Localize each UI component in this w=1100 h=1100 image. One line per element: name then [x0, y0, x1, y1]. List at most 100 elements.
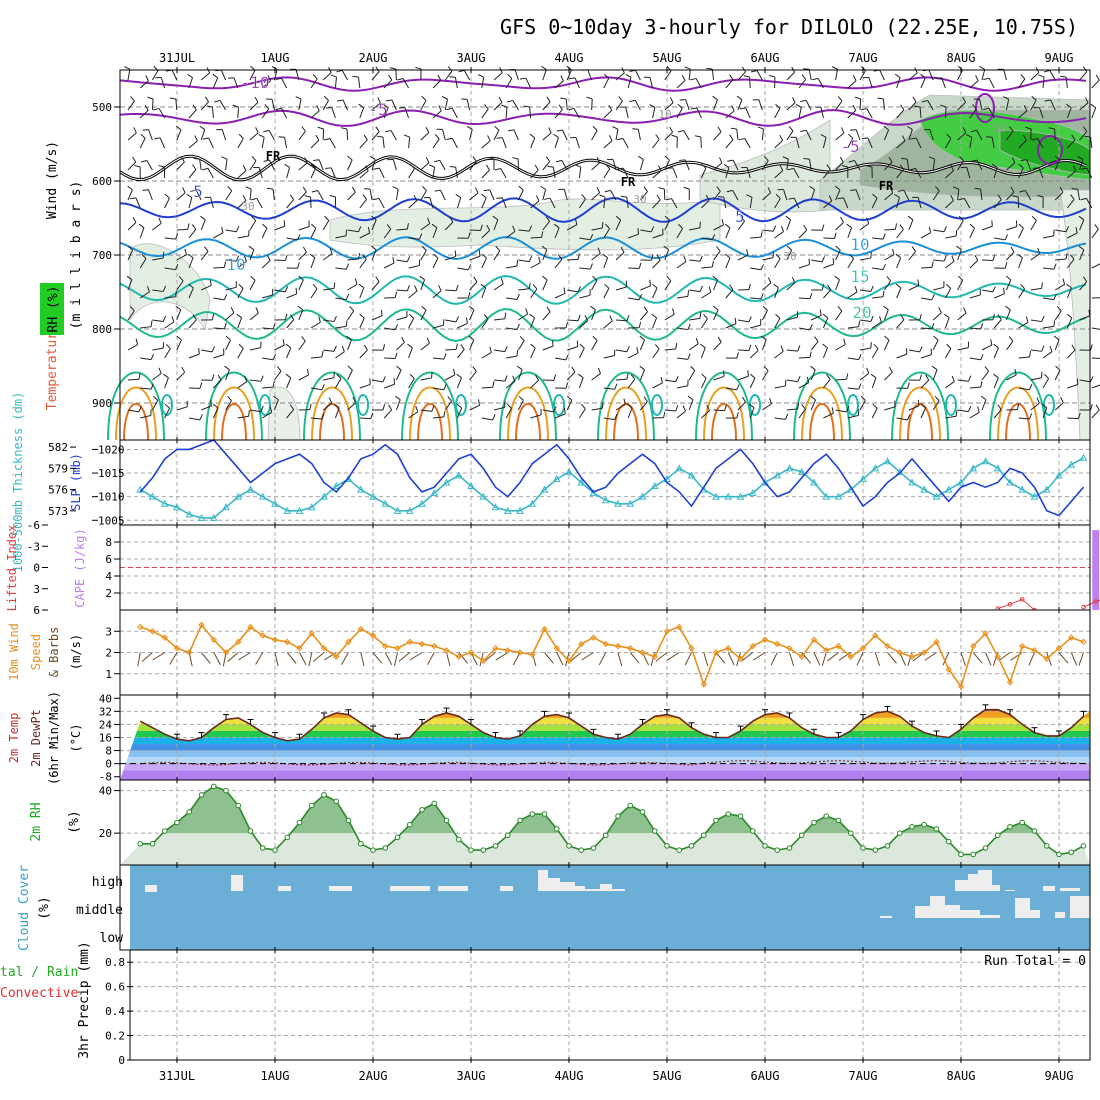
- wind-barb: [481, 108, 489, 119]
- wind10m-label-3: & Barbs: [47, 627, 61, 678]
- cloud-level-high: high: [92, 875, 123, 890]
- wind-barb: [908, 284, 920, 291]
- wind-barb-flag: [912, 96, 917, 103]
- wind-barb-flag: [175, 290, 177, 297]
- li-point: [1019, 597, 1025, 602]
- wind-barb-flag: [508, 129, 515, 132]
- wind-barb-flag: [840, 216, 844, 223]
- wind10m-point: [688, 645, 695, 652]
- temp2m-label-2: 2m DewPt: [29, 709, 43, 767]
- wind-barb: [530, 200, 540, 209]
- isotherm-small-loop: [847, 394, 859, 416]
- wind-barb: [1018, 110, 1028, 119]
- wind-barb: [261, 108, 270, 119]
- wind-barb: [456, 197, 462, 209]
- wind-barb: [318, 159, 324, 171]
- wind-barb: [249, 160, 257, 171]
- wind10m-barb: [887, 652, 897, 664]
- wind-barb-flag: [1041, 403, 1048, 409]
- wind-barb: [879, 69, 885, 81]
- wind-barb-flag: [571, 366, 576, 373]
- wind-barb-flag: [762, 305, 768, 311]
- wind-barb-flag: [643, 186, 648, 192]
- wind-barb: [262, 327, 274, 330]
- wind-barb-flag: [548, 127, 552, 134]
- wind-barb: [127, 161, 137, 171]
- wind-barb-flag: [797, 345, 801, 352]
- wind-barb-flag: [729, 134, 734, 140]
- wind-barb: [749, 350, 759, 359]
- wind-barb: [574, 77, 580, 89]
- thickness-point: [320, 492, 328, 500]
- cloud-middle-bar: [930, 896, 945, 918]
- wind-barb-flag: [321, 413, 325, 420]
- wind-barb: [847, 291, 858, 299]
- thickness-point: [258, 492, 267, 500]
- wind-barb-flag: [484, 104, 489, 110]
- wind-barb: [732, 190, 739, 201]
- wind-barb-flag: [962, 96, 966, 103]
- wind-barb-flag: [983, 77, 990, 80]
- wind-barb-flag: [211, 374, 215, 381]
- wind-barb: [310, 227, 317, 239]
- wind-barb-flag: [518, 185, 524, 191]
- wind-barb-flag: [666, 167, 674, 169]
- wind-barb: [469, 371, 477, 381]
- wind-barb: [225, 259, 237, 262]
- wind-barb: [976, 130, 983, 141]
- wind-barb: [1038, 167, 1044, 179]
- isotherm-label: 20: [852, 303, 871, 322]
- rh2m-point: [762, 843, 768, 849]
- wind-barb-flag: [519, 77, 526, 80]
- wind-barb: [454, 77, 458, 89]
- temp2m-label-4: (°C): [69, 724, 83, 753]
- wind-barb-flag: [873, 343, 879, 350]
- wind-barb: [390, 130, 397, 141]
- wind-barb-flag: [1044, 99, 1051, 102]
- slp-axis-label: SLP (mb): [69, 453, 83, 511]
- wind-barb-flag: [388, 74, 393, 81]
- wind-barb: [908, 129, 913, 141]
- wind-barb: [554, 259, 563, 269]
- wind-barb: [188, 140, 198, 149]
- temp-band: [120, 763, 1090, 771]
- wind-barb: [469, 339, 475, 351]
- cloud-middle-bar: [1055, 912, 1065, 918]
- wind-barb-flag: [251, 155, 257, 162]
- wind-barb-flag: [899, 224, 904, 230]
- wind10m-point: [320, 645, 328, 652]
- wind-barb-flag: [992, 313, 995, 320]
- wind-barb-flag: [568, 107, 575, 111]
- wind-barb-flag: [329, 247, 333, 254]
- wind-barb: [578, 377, 584, 389]
- wind-barb: [237, 317, 243, 329]
- day-label-top: 5AUG: [653, 51, 682, 65]
- wind10m-barb: [924, 652, 937, 661]
- cloud-high-bar: [955, 880, 968, 891]
- axis-ticks: 5006007008009001020101510101005582579576…: [27, 67, 1060, 1067]
- wind-barb: [310, 257, 316, 269]
- wind-barb-flag: [532, 284, 538, 290]
- wind-barb-flag: [795, 104, 802, 108]
- wind-barb: [274, 344, 285, 351]
- wind-barb: [957, 347, 969, 351]
- wind-barb-flag: [897, 189, 904, 192]
- wind-barb-flag: [797, 376, 801, 382]
- wind-barb: [664, 313, 675, 321]
- wind-barb-flag: [504, 375, 508, 382]
- wind-barb-flag: [345, 320, 348, 327]
- wind-barb: [237, 138, 244, 149]
- tick-label: 0.6: [105, 981, 125, 994]
- wind-barb: [432, 290, 442, 299]
- wind-barb: [342, 99, 349, 111]
- wind-barb-flag: [602, 253, 608, 259]
- wind-barb-flag: [181, 366, 186, 373]
- wind-barb: [1006, 130, 1014, 141]
- wind-barb: [820, 107, 824, 119]
- wind-barb-flag: [608, 104, 613, 111]
- rh2m-point: [664, 843, 670, 849]
- wind-barb: [152, 319, 164, 322]
- wind10m-point: [859, 645, 867, 652]
- wind10m-point: [1080, 638, 1087, 646]
- wind-barb: [883, 129, 890, 141]
